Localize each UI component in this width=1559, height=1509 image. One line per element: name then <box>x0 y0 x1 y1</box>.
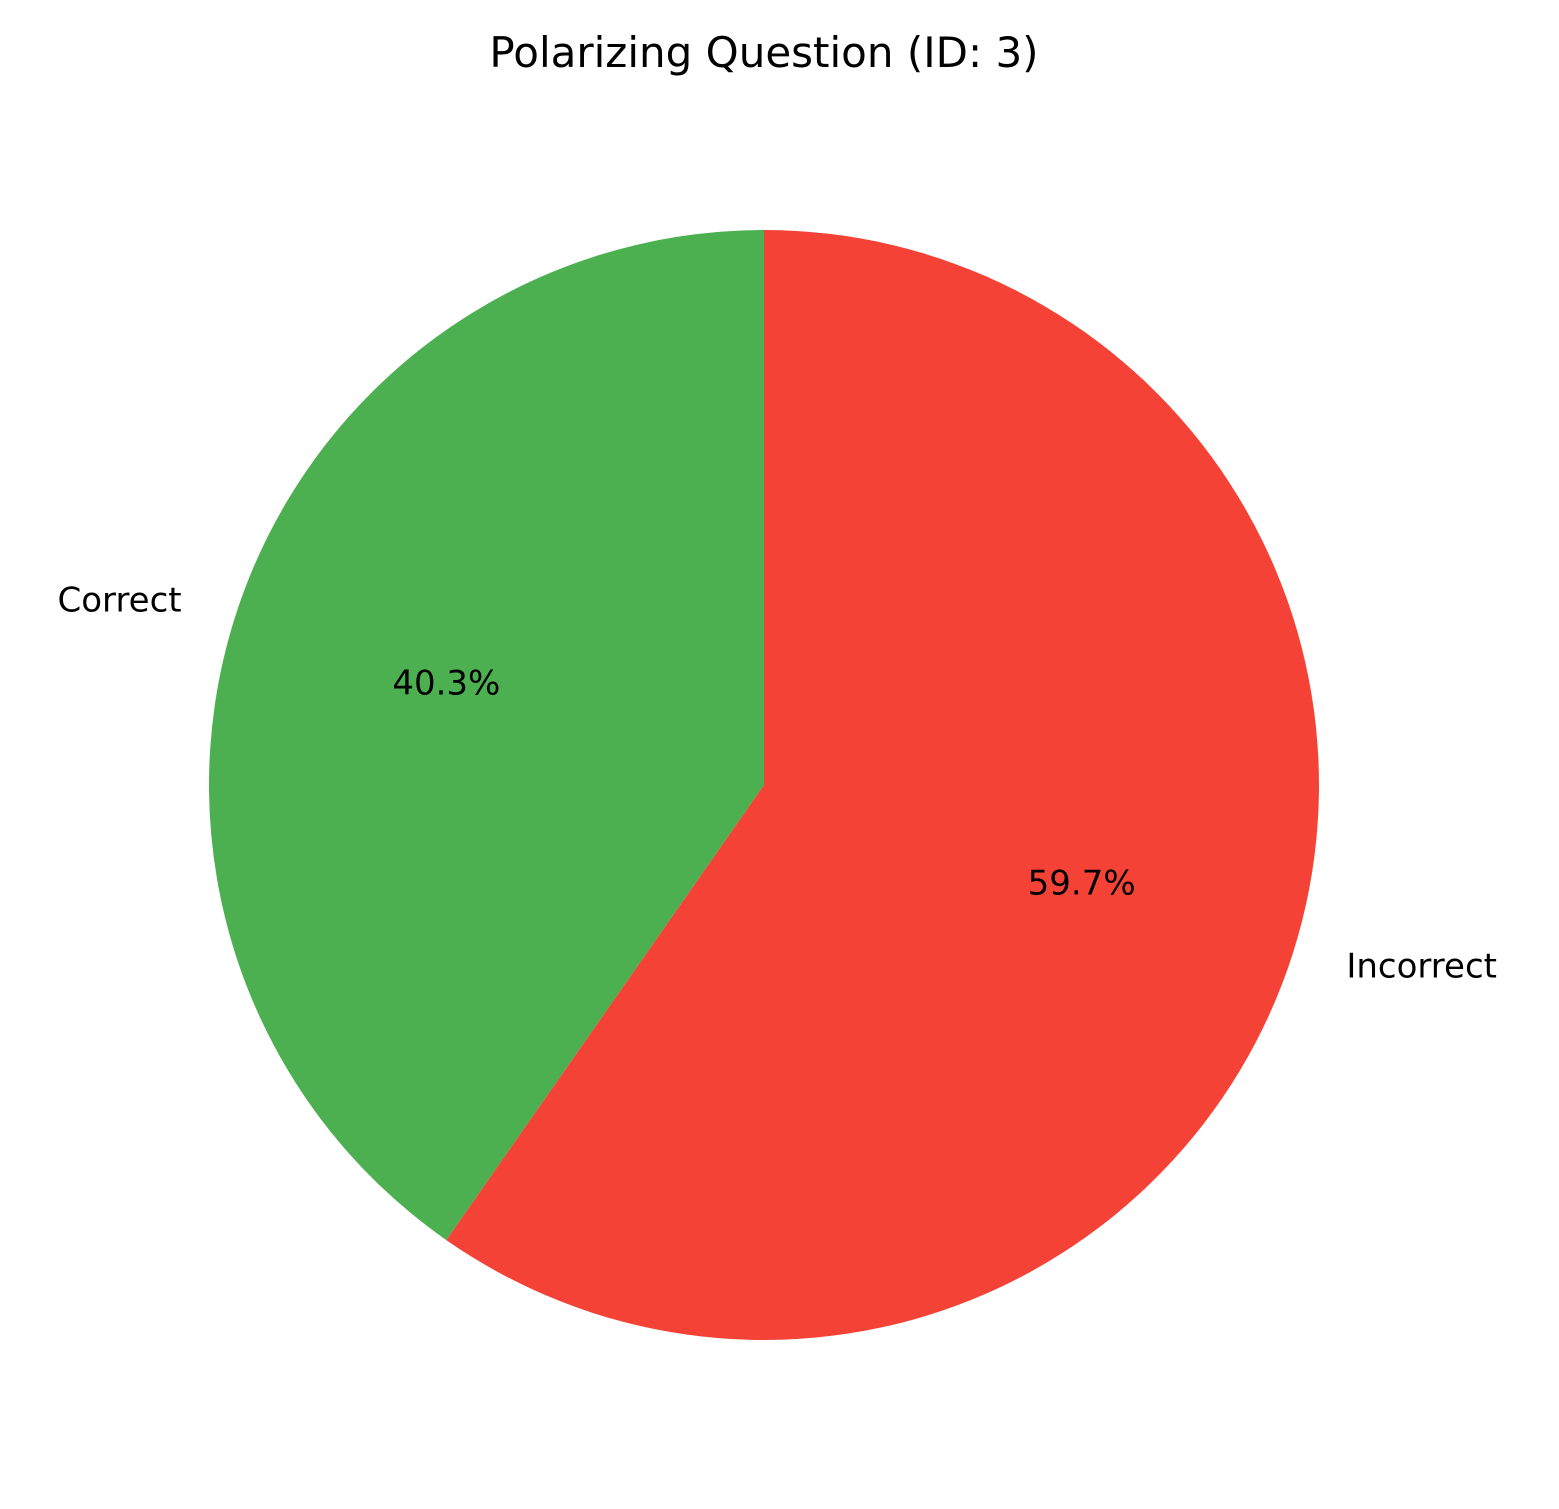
slice-correct <box>209 230 764 1241</box>
slice-label-incorrect: Incorrect <box>1346 947 1497 987</box>
slice-label-correct: Correct <box>58 580 182 620</box>
percent-label-incorrect: 59.7% <box>1028 863 1136 903</box>
chart-title: Polarizing Question (ID: 3) <box>489 28 1038 77</box>
pie-slices <box>209 230 1320 1340</box>
percent-label-correct: 40.3% <box>392 664 500 704</box>
slice-incorrect <box>446 230 1320 1340</box>
pie-labels: Correct 40.3% Incorrect 59.7% <box>58 580 1497 986</box>
